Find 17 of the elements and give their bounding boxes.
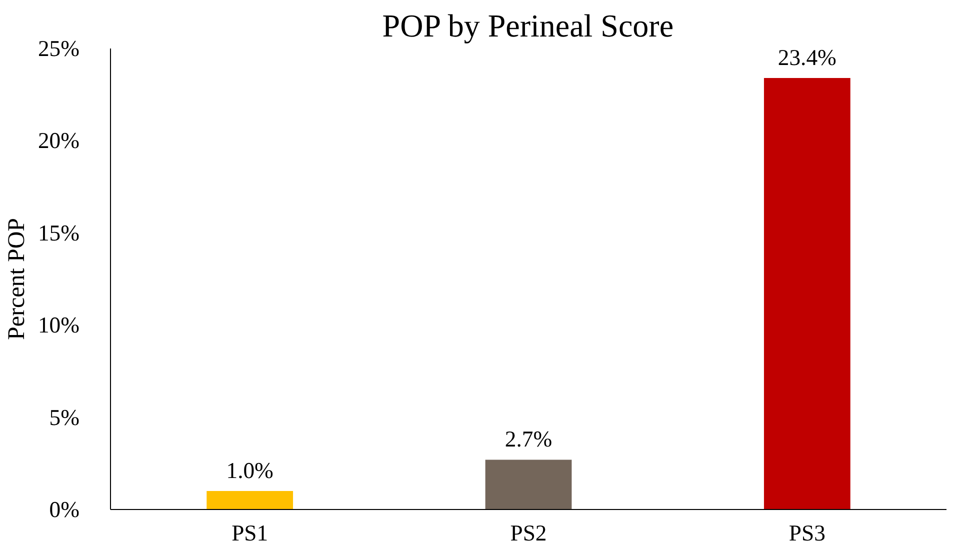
data-label: 1.0% [226, 458, 274, 484]
x-tick-label: PS1 [232, 520, 268, 546]
bar [485, 460, 572, 510]
bar [206, 491, 294, 510]
y-tick-label: 10% [38, 312, 80, 338]
chart-title: POP by Perineal Score [382, 8, 674, 44]
x-tick-label: PS3 [788, 520, 826, 546]
y-tick-label: 5% [49, 404, 80, 430]
y-tick-label: 0% [49, 497, 80, 522]
y-tick-label: 15% [38, 220, 80, 246]
bar [764, 78, 850, 510]
y-tick-label: 25% [38, 36, 80, 61]
data-label: 2.7% [504, 426, 552, 452]
x-tick-label: PS2 [510, 520, 547, 546]
data-label: 23.4% [778, 45, 837, 70]
y-axis-title: Percent POP [4, 218, 30, 340]
y-tick-label: 20% [38, 128, 80, 154]
